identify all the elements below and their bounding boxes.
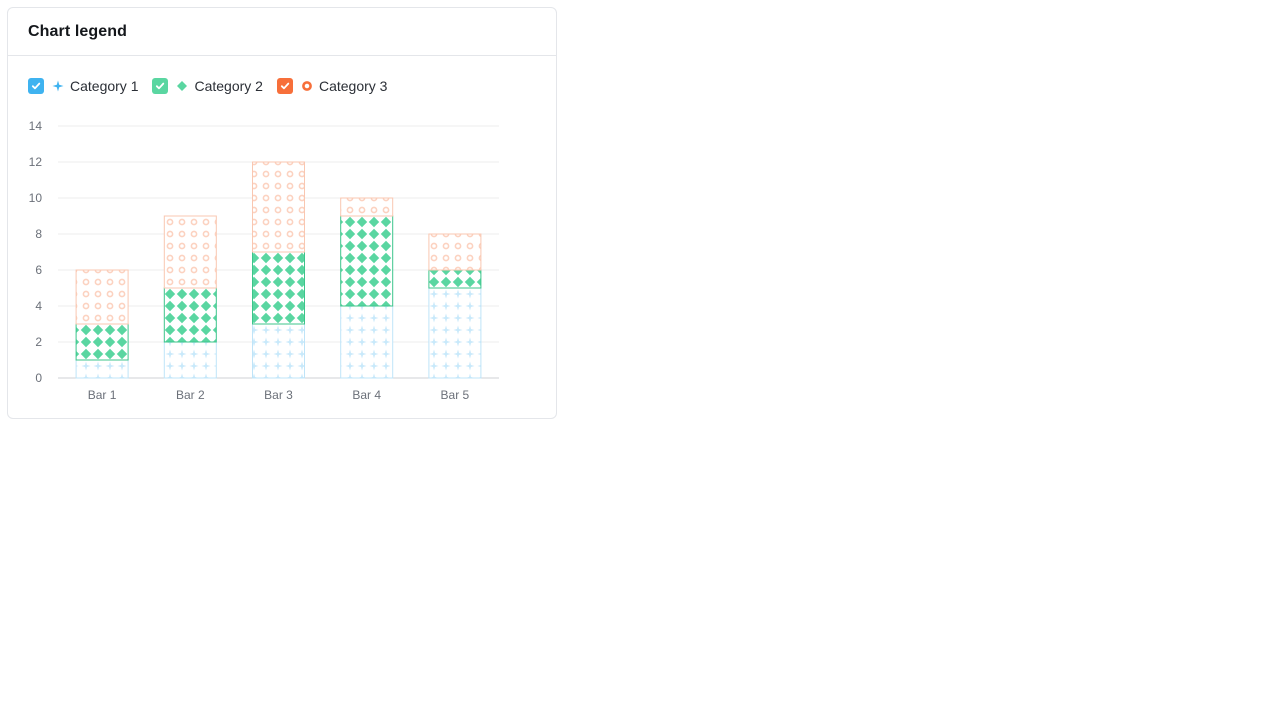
legend-item-category-2[interactable]: Category 2 [152,78,263,94]
bar-segment-2[interactable] [428,269,482,289]
y-tick-label: 4 [35,299,42,313]
bar-segment-3[interactable] [252,161,305,253]
chart-card: Chart legend Category 1 Category 2 Categor… [7,7,557,419]
bar-segment-2[interactable] [163,287,217,343]
legend-checkbox[interactable] [276,78,293,94]
legend-label: Category 2 [194,78,263,94]
sparkle-icon [52,80,64,92]
legend-item-category-3[interactable]: Category 3 [276,78,388,94]
bar-segment-2[interactable] [340,215,394,307]
x-tick-label: Bar 4 [352,388,381,402]
bar-segment-3[interactable] [428,233,482,271]
chart-legend: Category 1 Category 2 Category 3 [28,76,401,96]
legend-label: Category 1 [70,78,139,94]
y-tick-label: 0 [35,371,42,385]
bar-segment-3[interactable] [75,269,129,325]
bar-segment-1[interactable] [252,323,305,379]
y-tick-label: 10 [29,191,43,205]
bar-segment-1[interactable] [340,305,394,379]
card-header: Chart legend [8,8,556,56]
chart-area: 0 2 4 6 8 10 12 14 Bar 1 Bar 2 Bar 3 Bar 4 Bar 5 [8,108,558,413]
ring-icon [302,81,312,91]
y-tick-label: 12 [29,155,43,169]
x-tick-label: Bar 5 [441,388,470,402]
bar-segment-3[interactable] [340,197,394,217]
bar-segment-2[interactable] [252,251,305,325]
stacked-bar-chart: 0 2 4 6 8 10 12 14 Bar 1 Bar 2 Bar 3 Bar 4 Bar 5 [29,119,499,402]
bar-segment-2[interactable] [75,323,129,361]
x-tick-label: Bar 1 [88,388,117,402]
bar-segment-1[interactable] [163,341,217,379]
legend-checkbox[interactable] [28,78,44,94]
legend-label: Category 3 [318,78,388,94]
card-title: Chart legend [28,22,127,40]
x-tick-label: Bar 3 [264,388,293,402]
bar-segment-1[interactable] [428,287,482,379]
diamond-icon [177,81,188,91]
x-tick-label: Bar 2 [176,388,205,402]
y-tick-label: 2 [35,335,42,349]
bar-segment-3[interactable] [163,215,217,289]
legend-item-category-1[interactable]: Category 1 [28,78,138,94]
y-tick-label: 14 [29,119,43,133]
y-tick-label: 6 [35,263,42,277]
bar-segment-1[interactable] [75,359,129,379]
legend-checkbox[interactable] [152,78,169,94]
y-tick-label: 8 [35,227,42,241]
